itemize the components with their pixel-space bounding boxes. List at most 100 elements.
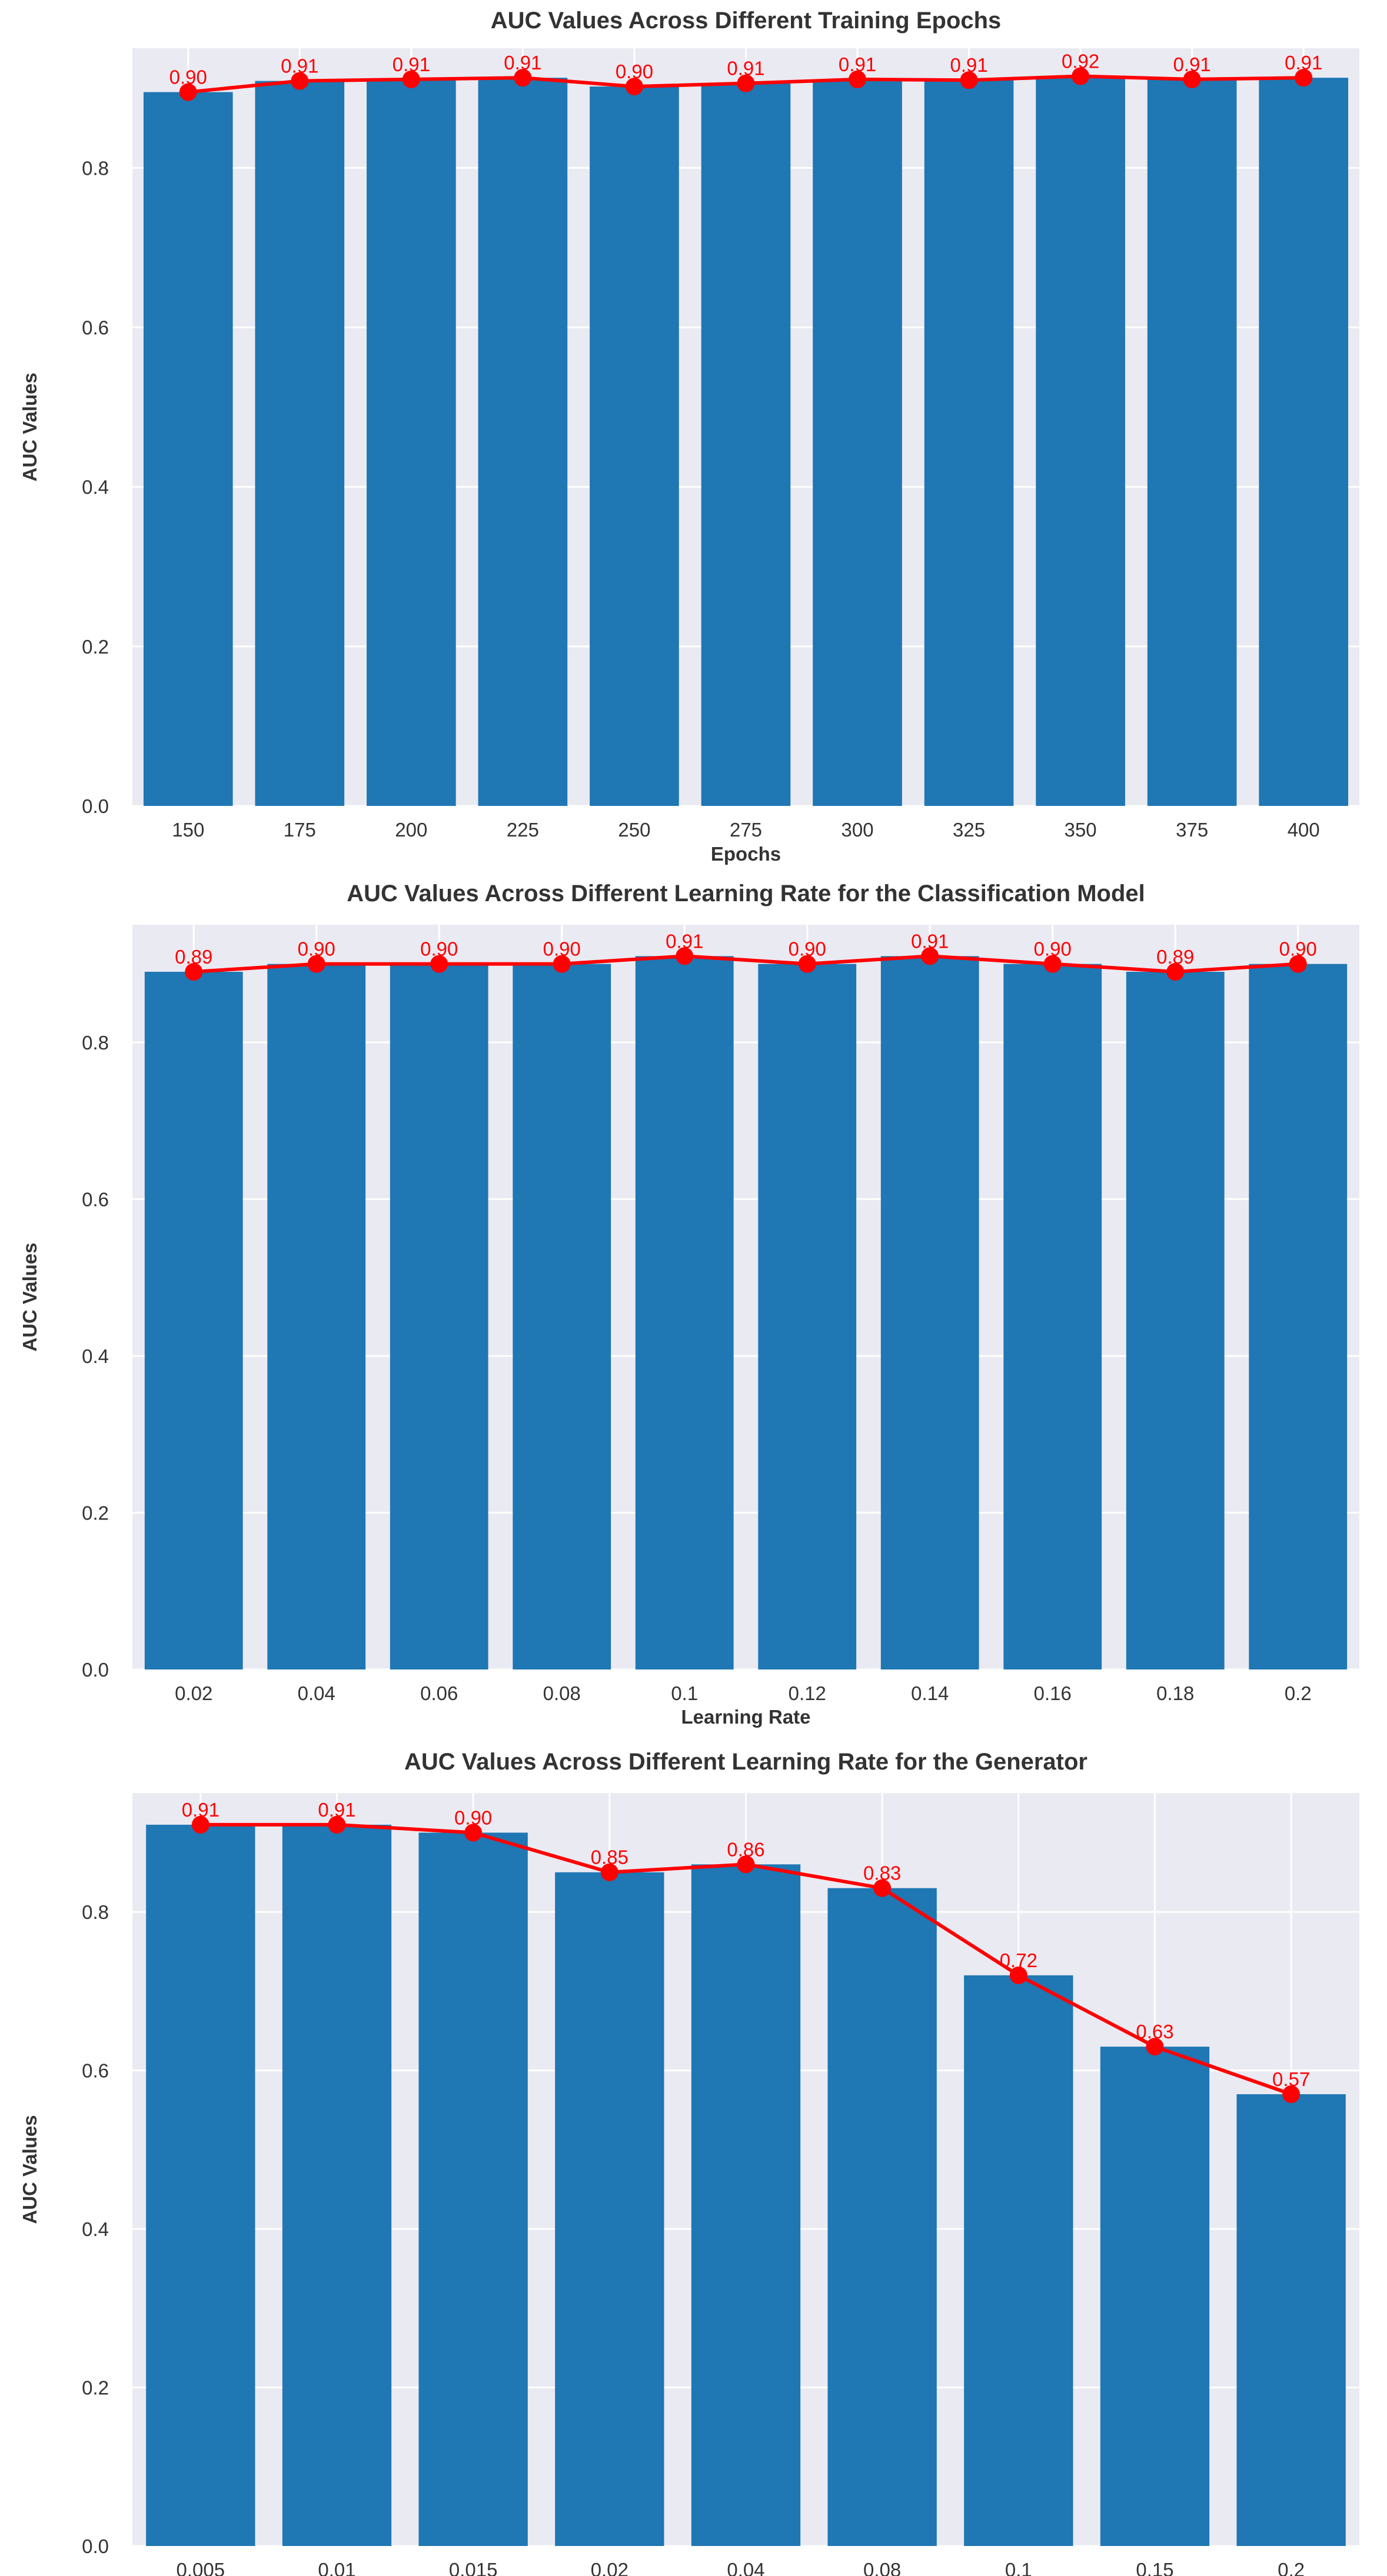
y-axis-label: AUC Values (19, 372, 41, 481)
bar (267, 964, 366, 1669)
chart-classification-learning-rate: 0.0 0.2 0.4 0.6 0.8 0.02 0.04 0.06 0.08 0.1 0.12 0.… (0, 865, 1387, 1735)
bar (813, 79, 902, 807)
x-tick-label: 0.08 (543, 1682, 581, 1704)
data-label: 0.90 (616, 61, 653, 82)
bar (758, 964, 857, 1669)
bar (1249, 964, 1348, 1669)
chart-title: AUC Values Across Different Learning Rat… (404, 1749, 1087, 1775)
bar (1100, 2047, 1210, 2546)
data-point (514, 69, 532, 87)
bar (701, 83, 791, 806)
bar (964, 1975, 1073, 2546)
x-tick-label: 0.1 (1005, 2559, 1032, 2576)
series-line (194, 954, 1298, 974)
x-axis-label: Learning Rate (681, 1706, 810, 1728)
y-tick-label: 0.4 (82, 1345, 109, 1367)
data-point (328, 1815, 346, 1834)
bar (924, 80, 1014, 807)
chart-svg-0: 0.0 0.2 0.4 0.6 0.8 150 175 200 225 250 275 300 325 3… (19, 8, 1359, 865)
y-tick-label: 0.8 (82, 157, 109, 179)
data-label: 0.91 (393, 54, 430, 75)
bar (255, 81, 345, 806)
data-point (921, 947, 939, 965)
x-tick-label: 0.08 (863, 2559, 901, 2576)
x-tick-label: 0.06 (420, 1682, 458, 1704)
data-point (849, 70, 867, 88)
data-point (291, 72, 309, 90)
data-point (430, 955, 448, 973)
data-point (191, 1815, 209, 1834)
y-tick-label: 0.6 (82, 1188, 109, 1210)
chart-svg-1: 0.0 0.2 0.4 0.6 0.8 0.02 0.04 0.06 0.08 0.1 0.12 0.… (19, 881, 1359, 1728)
x-tick-label: 0.15 (1136, 2559, 1173, 2576)
data-point (737, 74, 755, 92)
data-point (1295, 69, 1313, 87)
data-label: 0.90 (1279, 938, 1317, 960)
data-label: 0.90 (298, 938, 335, 960)
y-tick-label: 0.0 (82, 2535, 109, 2557)
bar (1036, 76, 1125, 806)
data-point (1072, 67, 1090, 85)
x-tick-label: 175 (284, 819, 316, 841)
bar (144, 971, 243, 1669)
bar (555, 1872, 664, 2546)
bar (478, 78, 568, 807)
x-tick-label: 0.1 (671, 1682, 698, 1704)
bar (1126, 971, 1225, 1669)
data-label: 0.57 (1272, 2068, 1310, 2090)
y-tick-label: 0.0 (82, 795, 109, 817)
chart-title: AUC Values Across Different Training Epo… (491, 8, 1002, 34)
bar (146, 1824, 255, 2546)
x-tick-label: 300 (841, 819, 874, 841)
data-point (960, 71, 978, 89)
y-tick-label: 0.2 (82, 2377, 109, 2399)
data-point (1289, 955, 1307, 973)
x-tick-label: 325 (953, 819, 985, 841)
x-tick-label: 275 (730, 819, 762, 841)
data-label: 0.90 (1034, 938, 1072, 960)
x-tick-label: 0.12 (789, 1682, 826, 1704)
data-label: 0.90 (789, 938, 826, 960)
data-label: 0.91 (318, 1799, 355, 1821)
bar (1003, 964, 1102, 1669)
data-point (798, 955, 816, 973)
data-point (1009, 1966, 1027, 1984)
data-point (625, 78, 643, 96)
x-tick-label: 0.02 (175, 1682, 212, 1704)
y-tick-label: 0.2 (82, 1502, 109, 1524)
bar (143, 92, 233, 807)
data-point (1146, 2038, 1164, 2056)
x-tick-label: 0.18 (1156, 1682, 1194, 1704)
bar (390, 964, 488, 1669)
data-label: 0.89 (175, 946, 212, 968)
x-tick-label: 0.04 (727, 2559, 764, 2576)
chart-generator-learning-rate: 0.0 0.2 0.4 0.6 0.8 0.005 0.01 0.015 0.02 0.04 0.0… (0, 1735, 1387, 2576)
x-tick-label: 200 (395, 819, 427, 841)
y-tick-label: 0.8 (82, 1901, 109, 1923)
bar (590, 86, 679, 807)
y-tick-label: 0.8 (82, 1032, 109, 1054)
data-label: 0.91 (1285, 52, 1322, 74)
data-point (185, 962, 203, 981)
bar (418, 1832, 528, 2546)
bar (691, 1864, 801, 2546)
x-tick-label: 0.01 (318, 2559, 355, 2576)
x-tick-label: 0.02 (591, 2559, 628, 2576)
x-tick-label: 0.005 (177, 2559, 225, 2576)
data-point (179, 83, 197, 101)
x-tick-label: 0.2 (1278, 2559, 1305, 2576)
data-point (1166, 962, 1185, 981)
data-label: 0.86 (727, 1838, 764, 1860)
data-label: 0.72 (1000, 1950, 1037, 1971)
chart-title: AUC Values Across Different Learning Rat… (347, 881, 1145, 907)
data-label: 0.91 (839, 54, 876, 75)
bar (1259, 78, 1349, 807)
y-tick-label: 0.2 (82, 636, 109, 658)
data-label: 0.85 (591, 1847, 628, 1868)
x-tick-label: 150 (172, 819, 204, 841)
data-label: 0.90 (169, 66, 207, 88)
y-tick-label: 0.6 (82, 317, 109, 339)
bar (1147, 79, 1237, 807)
data-label: 0.63 (1136, 2021, 1173, 2042)
y-tick-label: 0.6 (82, 2060, 109, 2082)
